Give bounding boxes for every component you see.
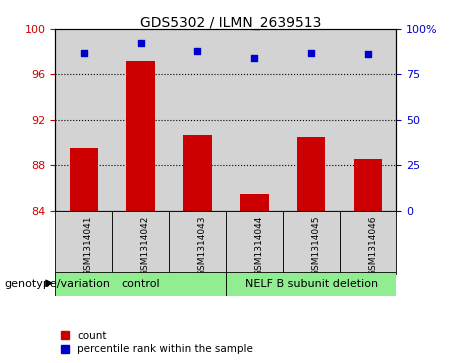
- Bar: [55, 211, 112, 274]
- Bar: [226, 272, 396, 296]
- Text: GDS5302 / ILMN_2639513: GDS5302 / ILMN_2639513: [140, 16, 321, 30]
- Bar: [340, 29, 396, 211]
- Text: GSM1314042: GSM1314042: [141, 216, 150, 276]
- Bar: [126, 61, 155, 211]
- Text: GSM1314045: GSM1314045: [311, 216, 320, 276]
- Point: [307, 50, 315, 56]
- Text: GSM1314046: GSM1314046: [368, 216, 377, 276]
- Point: [194, 49, 201, 54]
- Bar: [226, 211, 283, 274]
- Bar: [297, 137, 325, 211]
- Bar: [169, 211, 226, 274]
- Text: GSM1314041: GSM1314041: [84, 216, 93, 276]
- Text: NELF B subunit deletion: NELF B subunit deletion: [245, 279, 378, 289]
- Text: control: control: [121, 279, 160, 289]
- Text: GSM1314044: GSM1314044: [254, 216, 263, 276]
- Bar: [55, 29, 112, 211]
- Bar: [70, 148, 98, 211]
- Point: [251, 55, 258, 61]
- Text: GSM1314043: GSM1314043: [197, 216, 207, 276]
- Bar: [340, 211, 396, 274]
- Point: [364, 50, 372, 56]
- Point: [80, 50, 88, 56]
- Bar: [226, 29, 283, 211]
- Bar: [354, 159, 382, 211]
- Legend: count, percentile rank within the sample: count, percentile rank within the sample: [60, 331, 253, 354]
- Text: genotype/variation: genotype/variation: [5, 279, 111, 289]
- Bar: [55, 272, 226, 296]
- Bar: [112, 29, 169, 211]
- Bar: [283, 29, 340, 211]
- Bar: [240, 193, 268, 211]
- Bar: [112, 211, 169, 274]
- Bar: [183, 135, 212, 211]
- Point: [137, 40, 144, 46]
- Bar: [283, 211, 340, 274]
- Bar: [169, 29, 226, 211]
